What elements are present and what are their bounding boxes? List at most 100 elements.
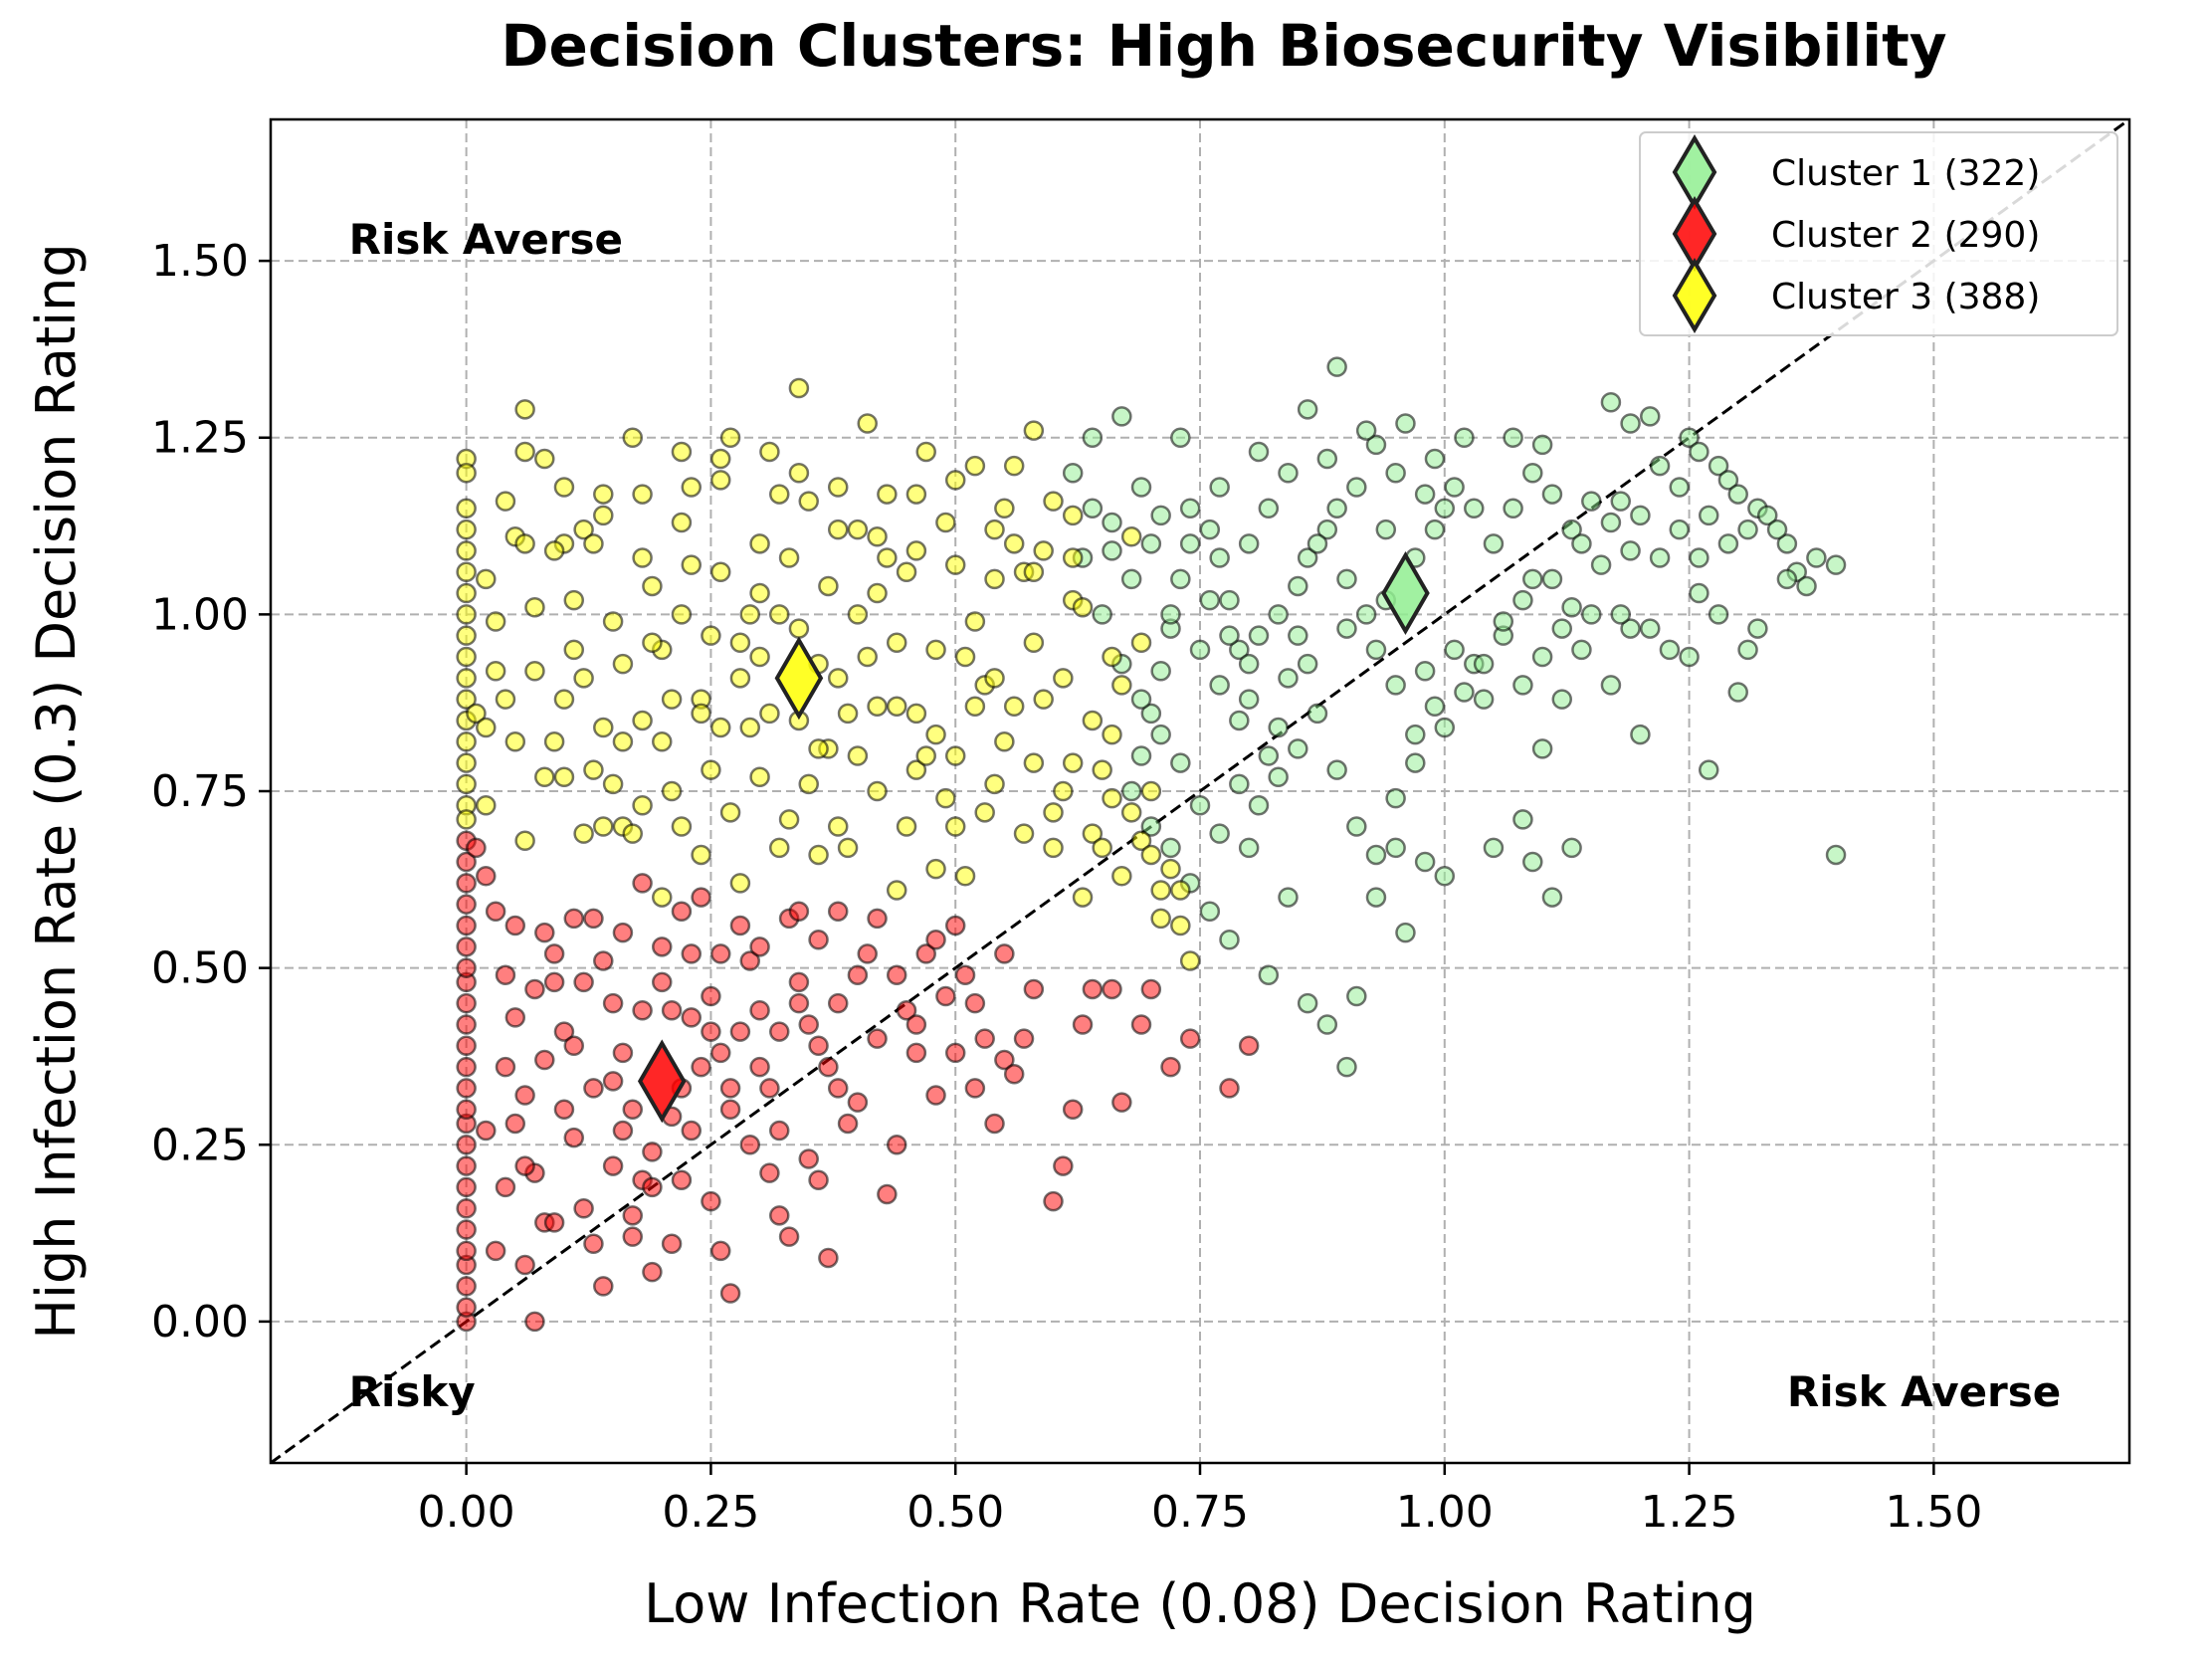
cluster-2-point [632,1000,653,1021]
cluster-1-point [1590,554,1612,575]
y-tick-label: 0.75 [151,766,249,817]
cluster-2-point [867,1028,888,1049]
cluster-3-point [984,773,1005,795]
cluster-3-point [632,794,653,816]
cluster-2-point [808,929,829,950]
cluster-1-point [1434,717,1456,738]
cluster-3-point [612,653,634,675]
cluster-1-point [1199,901,1221,923]
cluster-2-point [915,943,936,964]
cluster-3-point [652,731,673,752]
cluster-2-point [622,1226,644,1247]
cluster-2-point [1179,1028,1201,1049]
cluster-2-point [847,964,869,985]
cluster-1-point [1640,618,1661,639]
cluster-1-point [1581,604,1602,625]
cluster-3-point [543,540,565,561]
cluster-2-point [788,992,810,1014]
cluster-3-point [671,816,693,837]
cluster-2-point [1102,978,1122,1000]
cluster-2-point [612,1042,634,1064]
cluster-1-point [1679,427,1700,448]
cluster-2-point [759,1078,780,1099]
cluster-2-point [476,866,497,887]
cluster-1-point [1385,787,1406,809]
cluster-1-point [1531,434,1553,456]
diagonal-reference-line [271,119,2129,1463]
cluster-3-point [1140,780,1162,802]
cluster-1-point [1503,498,1523,520]
cluster-2-point [602,992,624,1014]
cluster-1-point [1483,533,1505,554]
cluster-2-point [661,1000,683,1021]
cluster-1-point [1336,618,1357,639]
cluster-1-point [1541,484,1563,505]
cluster-1-point [1747,618,1768,639]
x-tick-label: 1.25 [1641,1487,1738,1538]
cluster-3-point [994,498,1015,520]
cluster-2-point [456,1297,477,1318]
cluster-2-point [495,1056,516,1078]
cluster-2-point [1140,978,1162,1000]
cluster-3-point [1111,866,1132,887]
cluster-2-point [719,1283,741,1304]
cluster-2-point [456,894,477,915]
cluster-3-point [984,668,1005,689]
cluster-3-point [661,780,683,802]
cluster-1-point [1326,498,1347,520]
cluster-3-point [466,703,487,725]
cluster-1-point [1825,554,1847,575]
cluster-2-point [456,1056,477,1078]
cluster-3-point [827,519,849,540]
cluster-1-point [1689,441,1709,463]
cluster-3-point [1130,632,1152,654]
cluster-3-point [719,427,741,448]
cluster-1-point [1610,604,1632,625]
x-axis-label: Low Infection Rate (0.08) Decision Ratin… [644,1572,1756,1635]
cluster-1-point [1326,356,1347,377]
cluster-3-point [534,448,555,470]
cluster-3-point [994,731,1015,752]
cluster-3-point [671,604,693,625]
cluster-1-point [1355,604,1377,625]
cluster-1-point [1727,682,1748,703]
cluster-2-point [681,1120,703,1142]
cluster-1-point [1659,639,1681,661]
cluster-2-point [456,957,477,978]
cluster-2-point [1013,1028,1035,1049]
cluster-3-point [954,866,976,887]
cluster-3-point [788,377,810,399]
cluster-3-point [1170,880,1191,901]
cluster-2-point [837,1113,859,1135]
cluster-3-point [456,498,477,520]
y-tick-label: 0.50 [151,943,249,994]
cluster-1-point [1297,653,1318,675]
cluster-2-point [896,1000,917,1021]
cluster-2-point [456,1276,477,1297]
cluster-3-point [788,618,810,639]
cluster-1-point [1708,604,1729,625]
cluster-3-point [710,470,731,491]
cluster-3-point [739,717,760,738]
cluster-1-point [1825,844,1847,866]
cluster-3-point [944,745,966,766]
cluster-1-point [1120,780,1142,802]
y-axis-label: High Infection Rate (0.3) Decision Ratin… [25,243,88,1339]
x-tick-label: 0.50 [906,1487,1004,1538]
cluster-2-point [847,1092,869,1113]
cluster-3-point [1092,759,1112,780]
cluster-2-point [563,908,585,930]
cluster-3-point [456,561,477,582]
cluster-2-point [514,1254,535,1276]
cluster-1-point [1414,660,1436,682]
cluster-2-point [642,1142,663,1162]
cluster-3-point [944,816,966,837]
cluster-2-point [905,1042,927,1064]
cluster-1-point [1219,929,1240,950]
cluster-3-point [867,582,888,604]
cluster-3-point [1023,752,1045,773]
cluster-2-point [905,1014,927,1035]
cluster-3-point [954,646,976,668]
cluster-1-point [1189,639,1211,661]
cluster-1-point [1551,618,1573,639]
